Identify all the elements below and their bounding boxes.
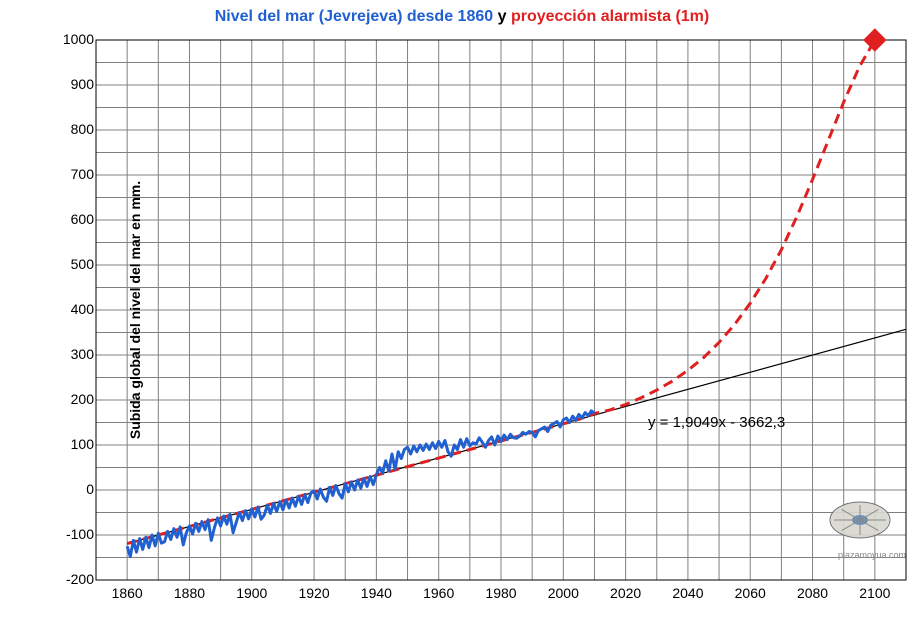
logo-icon <box>830 502 890 538</box>
y-tick: 700 <box>44 166 94 182</box>
y-tick: 900 <box>44 76 94 92</box>
title-part2: y <box>493 8 511 25</box>
y-tick: 400 <box>44 301 94 317</box>
title-part3: proyección alarmista (1m) <box>511 8 709 25</box>
y-tick: 300 <box>44 346 94 362</box>
y-tick: 600 <box>44 211 94 227</box>
y-tick: -200 <box>44 571 94 587</box>
y-tick: -100 <box>44 526 94 542</box>
x-tick: 1900 <box>232 585 272 601</box>
y-tick: 1000 <box>44 31 94 47</box>
chart-title: Nivel del mar (Jevrejeva) desde 1860 y p… <box>0 8 924 26</box>
x-tick: 1980 <box>481 585 521 601</box>
y-tick: 100 <box>44 436 94 452</box>
credit-text: plazamoyua.com <box>838 550 906 560</box>
x-tick: 2080 <box>793 585 833 601</box>
trend-formula: y = 1,9049x - 3662,3 <box>648 414 785 431</box>
y-tick: 200 <box>44 391 94 407</box>
x-tick: 1880 <box>169 585 209 601</box>
x-tick: 2020 <box>606 585 646 601</box>
y-axis-label: Subida global del nivel del mar en mm. <box>127 181 143 439</box>
x-tick: 2000 <box>543 585 583 601</box>
chart-container: Nivel del mar (Jevrejeva) desde 1860 y p… <box>0 0 924 625</box>
y-tick: 800 <box>44 121 94 137</box>
x-tick: 1960 <box>419 585 459 601</box>
x-tick: 1940 <box>356 585 396 601</box>
x-tick: 2040 <box>668 585 708 601</box>
x-tick: 2060 <box>730 585 770 601</box>
x-tick: 2100 <box>855 585 895 601</box>
x-tick: 1860 <box>107 585 147 601</box>
title-part1: Nivel del mar (Jevrejeva) desde 1860 <box>215 8 493 25</box>
y-tick: 500 <box>44 256 94 272</box>
y-tick: 0 <box>44 481 94 497</box>
x-tick: 1920 <box>294 585 334 601</box>
